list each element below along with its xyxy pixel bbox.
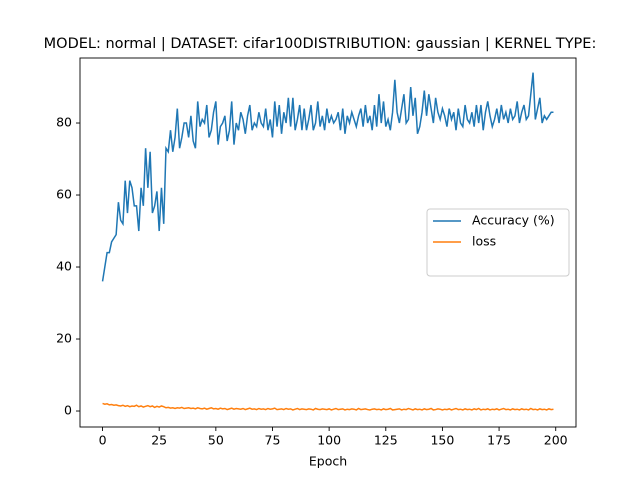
x-tick-label: 50 <box>208 433 224 448</box>
data-line <box>102 402 554 411</box>
data-line <box>101 72 554 282</box>
legend-label: Accuracy (%) <box>472 213 555 228</box>
x-tick-label: 25 <box>151 433 167 448</box>
x-tick-label: 150 <box>430 433 454 448</box>
legend-label: loss <box>472 234 496 249</box>
y-tick-label: 60 <box>56 187 72 202</box>
legend-box <box>426 208 570 277</box>
y-tick-label: 20 <box>56 331 72 346</box>
y-tick-label: 40 <box>56 259 72 274</box>
x-tick-label: 125 <box>374 433 398 448</box>
x-tick-label: 0 <box>99 433 107 448</box>
y-tick-label: 80 <box>56 115 72 130</box>
axes-frame <box>79 57 577 428</box>
x-axis-label: Epoch <box>309 454 347 469</box>
x-tick-label: 75 <box>265 433 281 448</box>
y-tick-label: 0 <box>64 403 72 418</box>
chart-title: MODEL: normal | DATASET: cifar100DISTRIB… <box>44 36 597 52</box>
x-tick-label: 100 <box>317 433 341 448</box>
x-tick-label: 175 <box>487 433 511 448</box>
x-tick-label: 200 <box>544 433 568 448</box>
